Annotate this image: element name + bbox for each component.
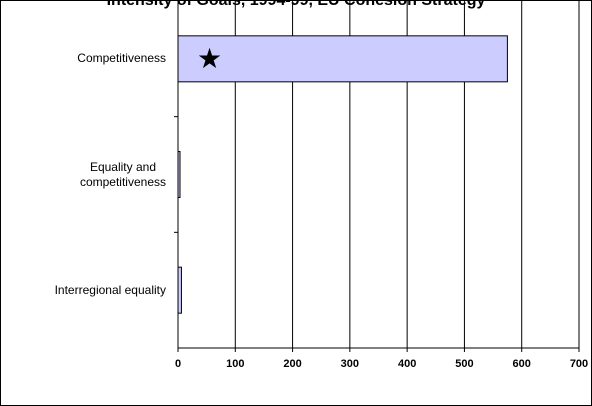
star-marker: ★ [197, 42, 222, 75]
category-label: Competitiveness [77, 51, 166, 66]
category-label: Equality and competitiveness [79, 159, 166, 189]
chart-title: Intensity of Goals, 1994-99, EU Cohesion… [106, 0, 486, 9]
bar [177, 35, 508, 83]
x-tick-label: 400 [398, 358, 416, 370]
x-tick-label: 300 [341, 358, 359, 370]
x-tick-label: 700 [570, 358, 588, 370]
x-tick-label: 100 [226, 358, 244, 370]
x-tick-label: 500 [455, 358, 473, 370]
x-tick-label: 600 [513, 358, 531, 370]
category-label: Interregional equality [54, 282, 166, 297]
x-tick-label: 200 [283, 358, 301, 370]
bar [177, 266, 182, 314]
x-tick-label: 0 [175, 358, 181, 370]
